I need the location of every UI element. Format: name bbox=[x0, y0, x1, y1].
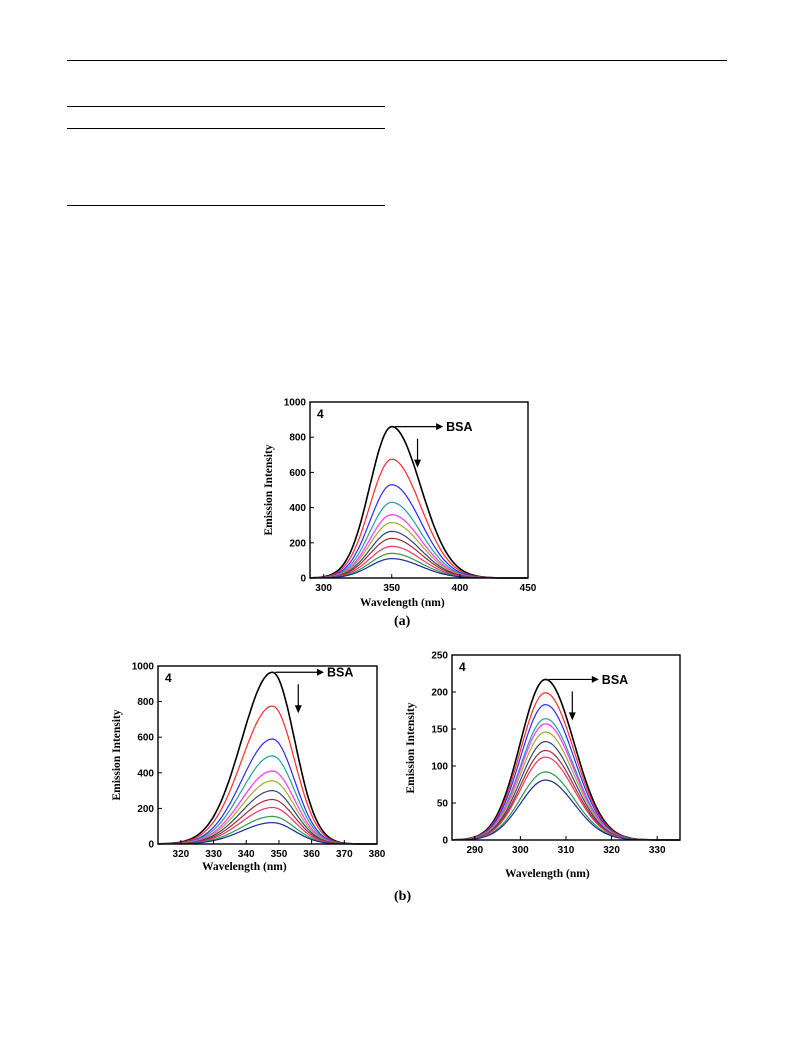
down-arrow-icon bbox=[414, 438, 422, 468]
bsa-arrow bbox=[548, 675, 599, 683]
x-tick-label: 370 bbox=[336, 849, 353, 860]
x-tick-label: 340 bbox=[238, 849, 255, 860]
y-tick-label: 0 bbox=[148, 840, 154, 851]
y-tick-label: 50 bbox=[437, 799, 449, 810]
y-tick-label: 800 bbox=[289, 433, 306, 444]
x-tick-label: 300 bbox=[315, 583, 332, 594]
y-tick-label: 1000 bbox=[132, 662, 155, 673]
y-tick-label: 600 bbox=[137, 733, 154, 744]
y-tick-label: 200 bbox=[137, 804, 154, 815]
down-arrow-icon bbox=[568, 691, 576, 721]
caption-a: (a) bbox=[394, 614, 411, 629]
x-tick-label: 320 bbox=[603, 845, 620, 856]
y-tick-label: 200 bbox=[289, 538, 306, 549]
y-tick-label: 250 bbox=[431, 651, 448, 662]
x-tick-label: 380 bbox=[369, 849, 386, 860]
y-tick-label: 0 bbox=[300, 574, 306, 585]
y-axis-label: Emission Intensity bbox=[405, 702, 417, 793]
y-tick-label: 200 bbox=[431, 688, 448, 699]
x-tick-label: 350 bbox=[271, 849, 288, 860]
series-line-6 bbox=[452, 731, 680, 841]
x-tick-label: 320 bbox=[173, 849, 190, 860]
panel-label: 4 bbox=[459, 660, 466, 674]
y-tick-label: 800 bbox=[137, 697, 154, 708]
table-bottom-rule bbox=[67, 205, 385, 206]
y-axis-label: Emission Intensity bbox=[263, 444, 275, 535]
series-group bbox=[451, 678, 680, 841]
header-rule bbox=[67, 60, 727, 61]
bsa-label: BSA bbox=[446, 420, 472, 434]
y-tick-label: 150 bbox=[431, 725, 448, 736]
caption-b: (b) bbox=[394, 889, 412, 904]
y-tick-label: 100 bbox=[431, 762, 448, 773]
table-header-rule bbox=[67, 128, 385, 129]
series-line-9 bbox=[452, 756, 680, 841]
x-tick-label: 310 bbox=[558, 845, 575, 856]
x-axis-label: Wavelength (nm) bbox=[202, 861, 287, 873]
x-tick-label: 290 bbox=[466, 845, 483, 856]
x-axis-label: Wavelength (nm) bbox=[360, 597, 445, 609]
plot-frame bbox=[157, 665, 378, 845]
bsa-arrow bbox=[275, 668, 325, 676]
x-axis-label: Wavelength (nm) bbox=[505, 868, 590, 880]
x-tick-label: 450 bbox=[520, 583, 537, 594]
panel-label: 4 bbox=[165, 671, 172, 685]
bsa-label: BSA bbox=[602, 673, 628, 687]
panel-label: 4 bbox=[317, 407, 324, 421]
x-tick-label: 360 bbox=[303, 849, 320, 860]
y-axis-label: Emission Intensity bbox=[111, 709, 123, 800]
y-tick-label: 0 bbox=[442, 836, 448, 847]
table-top-rule bbox=[67, 106, 385, 107]
x-tick-label: 330 bbox=[649, 845, 666, 856]
x-tick-label: 400 bbox=[452, 583, 469, 594]
bsa-label: BSA bbox=[327, 666, 353, 680]
x-tick-label: 300 bbox=[512, 845, 529, 856]
series-line-5 bbox=[451, 723, 680, 841]
x-tick-label: 350 bbox=[383, 583, 400, 594]
series-group bbox=[157, 671, 377, 845]
y-tick-label: 600 bbox=[289, 468, 306, 479]
y-tick-label: 400 bbox=[289, 503, 306, 514]
y-tick-label: 400 bbox=[137, 768, 154, 779]
down-arrow-icon bbox=[294, 684, 302, 714]
series-line-1 bbox=[452, 678, 680, 841]
plot-frame bbox=[309, 401, 529, 579]
x-tick-label: 330 bbox=[205, 849, 222, 860]
bsa-arrow bbox=[394, 423, 444, 431]
y-tick-label: 1000 bbox=[284, 398, 307, 409]
